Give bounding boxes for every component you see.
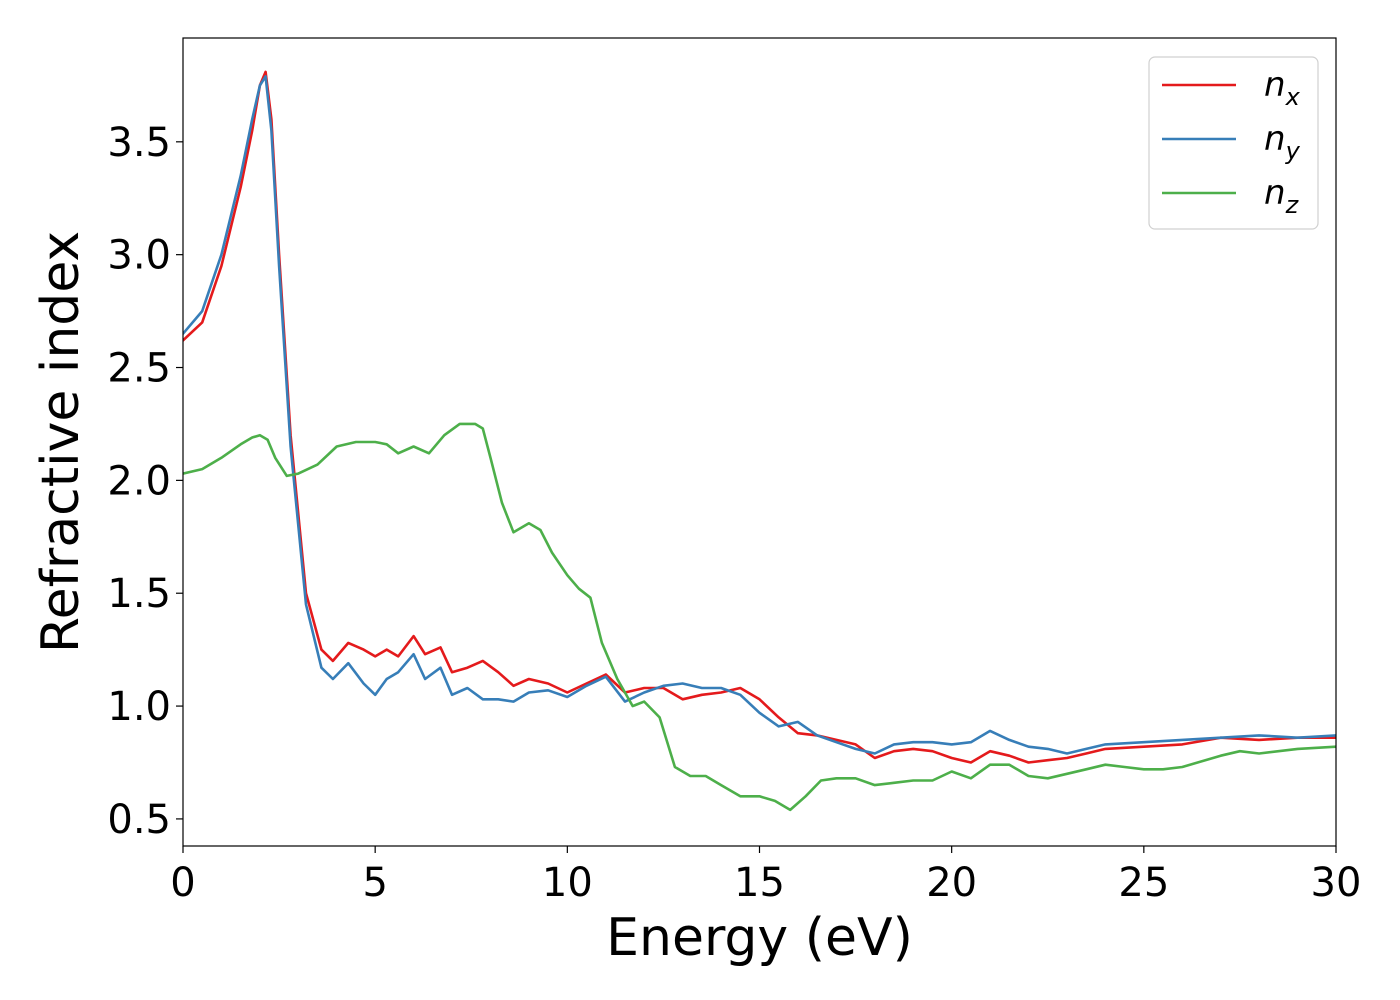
x-tick-label: 15 — [734, 860, 785, 906]
legend-subscript: y — [1285, 137, 1301, 165]
legend-symbol: n — [1264, 119, 1286, 159]
y-tick-label: 2.5 — [107, 346, 171, 392]
y-tick-label: 3.0 — [107, 233, 171, 279]
y-axis-label: Refractive index — [31, 231, 91, 653]
legend-box — [1148, 56, 1319, 230]
series-line-nz — [183, 422, 1336, 812]
series-line-ny — [183, 75, 1336, 755]
x-tick-label: 30 — [1311, 860, 1362, 906]
y-axis: 0.5 1.0 1.5 2.0 2.5 3.0 3.5 — [107, 120, 183, 843]
y-tick-label: 1.0 — [107, 684, 171, 730]
y-tick-label: 2.0 — [107, 458, 171, 504]
x-axis-label: Energy (eV) — [606, 908, 913, 968]
x-tick-label: 0 — [170, 860, 195, 906]
legend-label-nx: nx — [1264, 65, 1301, 111]
legend-symbol: n — [1264, 173, 1286, 213]
legend-subscript: z — [1285, 191, 1300, 219]
y-tick-label: 1.5 — [107, 571, 171, 617]
x-tick-label: 20 — [926, 860, 977, 906]
series-layer — [183, 70, 1336, 812]
legend-label-ny: ny — [1264, 119, 1301, 165]
y-tick-label: 0.5 — [107, 797, 171, 843]
x-tick-label: 10 — [542, 860, 593, 906]
x-tick-label: 25 — [1118, 860, 1169, 906]
x-axis: 0 5 10 15 20 25 30 — [170, 846, 1361, 906]
legend-symbol: n — [1264, 65, 1286, 105]
legend-subscript: x — [1285, 83, 1301, 111]
legend-label-nz: nz — [1264, 173, 1300, 219]
y-tick-label: 3.5 — [107, 120, 171, 166]
x-tick-label: 5 — [362, 860, 387, 906]
